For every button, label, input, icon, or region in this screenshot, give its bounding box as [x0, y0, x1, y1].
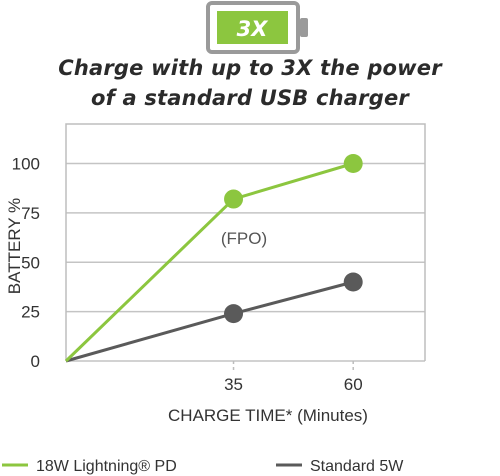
- y-tick-label: 0: [31, 352, 40, 371]
- y-axis-title: BATTERY %: [5, 198, 24, 294]
- battery-terminal: [300, 18, 308, 37]
- legend-label: Standard 5W: [310, 458, 404, 475]
- data-point: [343, 154, 363, 173]
- data-point: [224, 189, 244, 209]
- fpo-annotation: (FPO): [221, 229, 267, 248]
- x-tick-label: 35: [224, 375, 243, 394]
- y-tick-label: 75: [21, 204, 40, 223]
- series-line: [65, 280, 354, 363]
- battery-fill: [217, 11, 288, 44]
- y-tick-label: 50: [21, 253, 40, 272]
- plot-frame: [65, 123, 426, 361]
- y-tick-label: 100: [12, 155, 40, 174]
- battery-icon: 3X: [206, 1, 308, 54]
- x-tick-label: 60: [344, 375, 363, 394]
- y-tick-label: 25: [21, 303, 40, 322]
- headline-line-1: Charge with up to 3X the power: [58, 56, 442, 80]
- battery-label: 3X: [237, 17, 270, 41]
- legend-label: 18W Lightning® PD: [36, 458, 177, 475]
- headline-line-2: of a standard USB charger: [91, 86, 409, 110]
- data-point: [224, 304, 244, 324]
- x-axis-title: CHARGE TIME* (Minutes): [168, 406, 368, 425]
- data-point: [343, 272, 363, 292]
